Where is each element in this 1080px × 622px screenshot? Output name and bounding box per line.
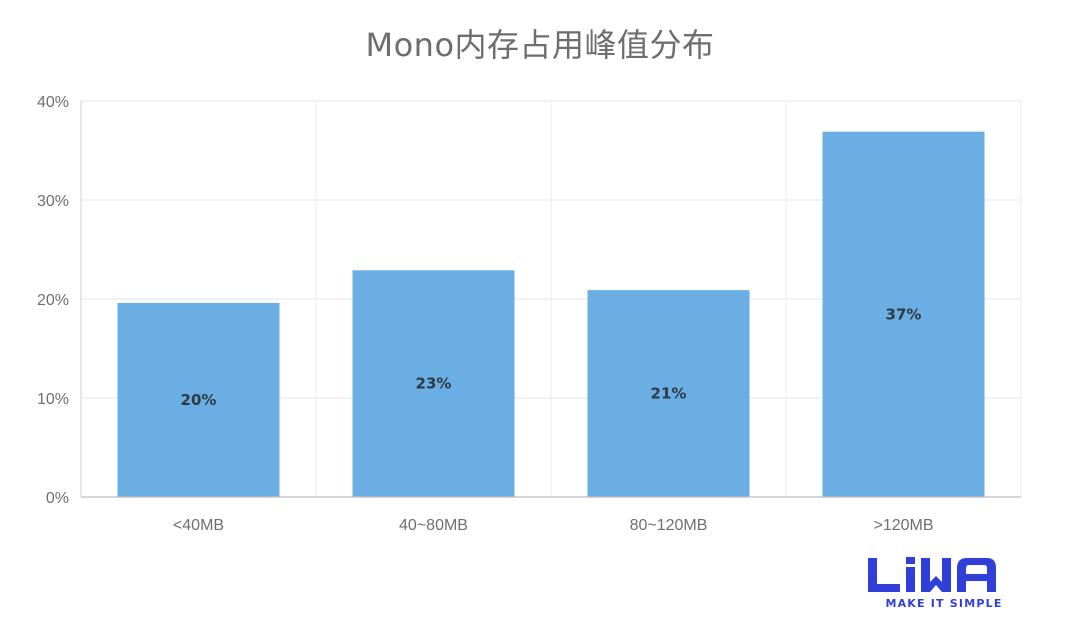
x-tick-label: 80~120MB [630, 517, 708, 534]
y-tick-label: 40% [37, 94, 69, 111]
logo-tagline: MAKE IT SIMPLE [885, 597, 1003, 610]
y-tick-label: 10% [37, 391, 69, 408]
axes: 0% 10% 20% 30% 40% <40MB 40~80MB 80~120MB >120MB [37, 94, 1021, 534]
chart-title: Mono内存占用峰值分布 [365, 26, 715, 64]
bar [117, 302, 280, 497]
bar [587, 290, 750, 497]
x-tick-label: 40~80MB [399, 517, 468, 534]
x-tick-label: <40MB [173, 517, 224, 534]
bar [352, 270, 515, 497]
x-tick-label: >120MB [873, 517, 933, 534]
y-tick-label: 20% [37, 292, 69, 309]
bar [822, 131, 985, 497]
bar-labels: 20% 23% 21% 37% [181, 305, 922, 409]
liwa-logo [868, 557, 996, 592]
bar-value-label: 23% [416, 375, 452, 393]
bar-value-label: 20% [181, 391, 217, 409]
y-tick-label: 0% [46, 490, 69, 507]
bar-value-label: 21% [651, 385, 687, 403]
bar-value-label: 37% [886, 305, 922, 323]
bars [117, 131, 985, 497]
y-tick-label: 30% [37, 193, 69, 210]
